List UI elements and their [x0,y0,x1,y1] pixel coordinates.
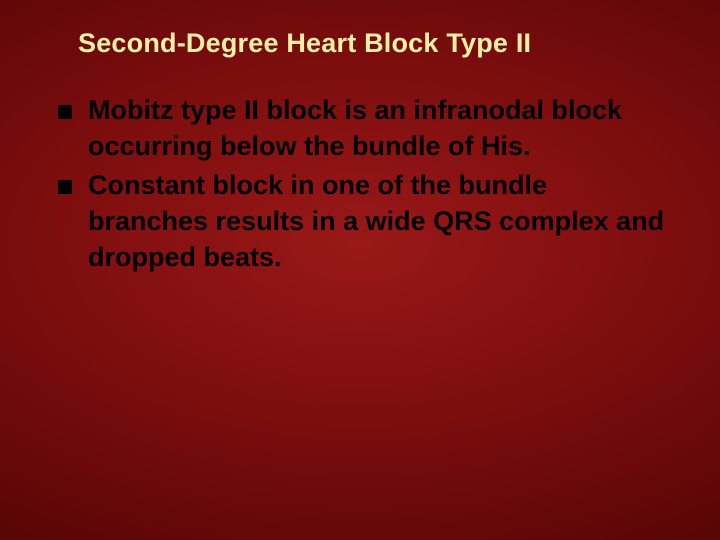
list-item: Mobitz type II block is an infranodal bl… [54,93,672,164]
slide-title: Second-Degree Heart Block Type II [78,28,672,59]
presentation-slide: Second-Degree Heart Block Type II Mobitz… [0,0,720,540]
bullet-list: Mobitz type II block is an infranodal bl… [48,93,672,275]
list-item: Constant block in one of the bundle bran… [54,168,672,275]
